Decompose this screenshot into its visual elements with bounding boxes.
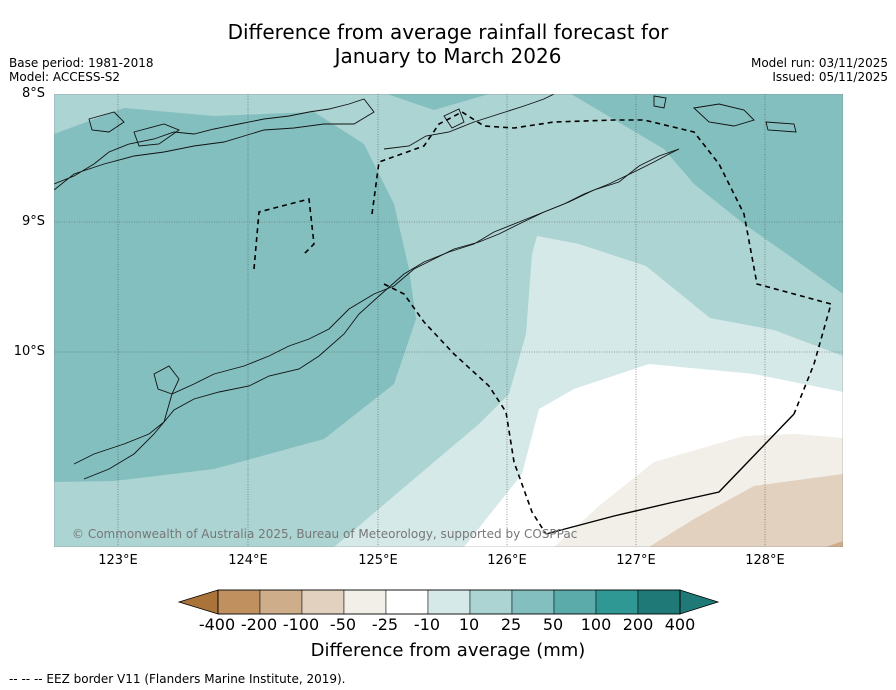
colorbar-segment-10 [637,589,681,615]
colorbar-segment-2 [301,589,345,615]
graticule [54,94,843,547]
map-title: Difference from average rainfall forecas… [0,20,896,68]
cb-label-5: -10 [413,615,441,634]
lon-label-125e: 125°E [358,553,398,568]
colorbar-arrow-low [177,589,219,615]
lon-label-123e: 123°E [98,553,138,568]
lat-label-8s: 8°S [21,86,45,101]
title-line-2: January to March 2026 [334,44,562,68]
colorbar-segment-3 [343,589,387,615]
colorbar-segments [217,589,681,615]
cb-label-9: 100 [580,615,612,634]
left-metadata: Base period: 1981-2018 Model: ACCESS-S2 [9,56,154,84]
colorbar-frame [217,589,681,615]
eez-border [253,111,832,535]
colorbar-segment-7 [511,589,555,615]
contour-minus100-minus50 [826,541,843,547]
contour-50-100-northeast [571,94,843,294]
sumba-island [153,365,180,395]
colorbar-segment-5 [427,589,471,615]
contour-minus50-minus25 [649,474,843,547]
lon-label-124e: 124°E [228,553,268,568]
rainfall-map: © Commonwealth of Australia 2025, Bureau… [54,94,843,547]
cb-label-8: 50 [542,615,564,634]
cb-label-2: -100 [282,615,320,634]
wetar-island [383,94,555,150]
issued-date: Issued: 05/11/2025 [772,70,888,84]
island-ne-1 [653,95,667,109]
lat-label-10s: 10°S [13,344,45,359]
cb-label-11: 400 [664,615,696,634]
cb-label-6: 10 [458,615,480,634]
cb-label-1: -200 [240,615,278,634]
cb-label-4: -25 [371,615,399,634]
right-metadata: Model run: 03/11/2025 Issued: 05/11/2025 [751,56,888,84]
island-ne-3 [765,121,797,133]
base-period: Base period: 1981-2018 [9,56,154,70]
cb-label-0: -400 [198,615,236,634]
lon-label-126e: 126°E [487,553,527,568]
title-line-1: Difference from average rainfall forecas… [227,20,669,44]
colorbar-segment-4 [385,589,429,615]
copyright-text: © Commonwealth of Australia 2025, Bureau… [72,527,577,541]
coastlines [54,94,797,480]
colorbar [177,589,720,615]
timor-north-coast [73,148,680,465]
colorbar-segment-1 [259,589,303,615]
island-ne-2 [693,103,755,127]
island-north-small [443,108,465,129]
island-nw-2 [133,123,180,147]
cb-label-10: 200 [622,615,654,634]
island-nw-1 [88,111,125,133]
lon-label-128e: 128°E [745,553,785,568]
model-name: Model: ACCESS-S2 [9,70,121,84]
cb-label-7: 25 [500,615,522,634]
colorbar-segment-9 [595,589,639,615]
flores-alor-coast [54,98,375,191]
colorbar-segment-8 [553,589,597,615]
model-run: Model run: 03/11/2025 [750,56,888,70]
cb-label-3: -50 [329,615,357,634]
eez-note: -- -- -- EEZ border V11 (Flanders Marine… [9,672,346,686]
land-border-line [545,413,795,535]
contour-50-100-north [387,94,489,110]
colorbar-segment-6 [469,589,513,615]
timor-south-coast [83,148,680,480]
contour-50-100-west [54,108,416,482]
colorbar-title: Difference from average (mm) [310,640,586,661]
lon-label-127e: 127°E [616,553,656,568]
colorbar-arrow-high [679,589,720,615]
colorbar-segment-0 [217,589,261,615]
lat-label-9s: 9°S [21,214,45,229]
